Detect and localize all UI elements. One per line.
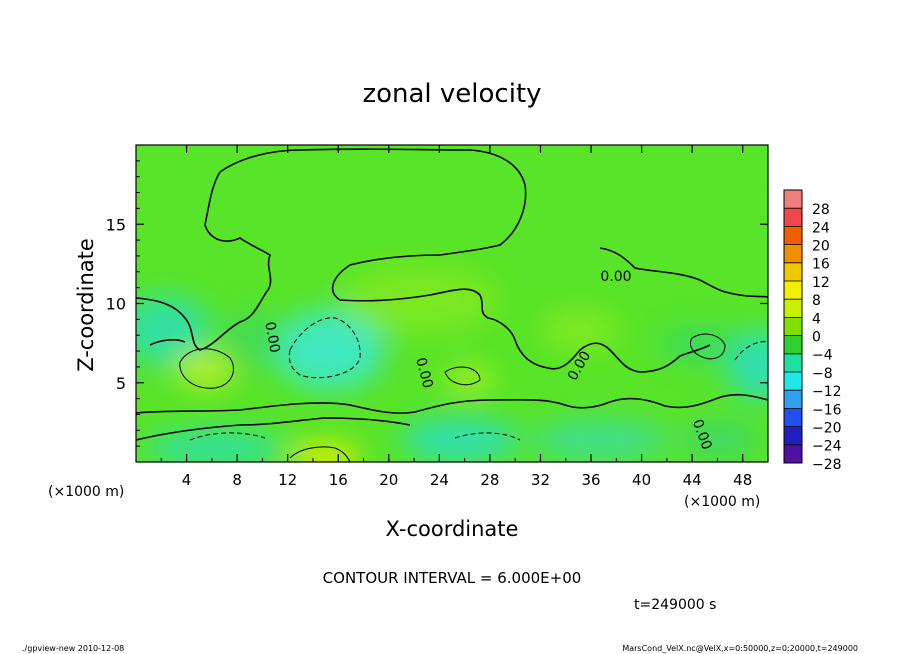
colorbar-label: 8 bbox=[812, 293, 821, 309]
colorbar-swatch bbox=[784, 299, 802, 318]
y-tick-label: 10 bbox=[106, 295, 126, 314]
colorbar-label: 28 bbox=[812, 202, 830, 218]
colorbar-swatch bbox=[784, 244, 802, 263]
plot-area bbox=[136, 145, 768, 462]
x-unit-left: (×1000 m) bbox=[48, 484, 124, 500]
colorbar-swatch bbox=[784, 262, 802, 281]
colorbar-swatch bbox=[784, 281, 802, 300]
chart-title: zonal velocity bbox=[362, 79, 541, 109]
colorbar-swatch bbox=[784, 444, 802, 463]
colorbar-swatch bbox=[784, 208, 802, 227]
colorbar-swatch bbox=[784, 426, 802, 445]
colorbar-label: −24 bbox=[812, 439, 842, 455]
time-label: t=249000 s bbox=[634, 597, 716, 613]
x-tick-label: 16 bbox=[329, 471, 348, 489]
x-tick-label: 12 bbox=[278, 471, 297, 489]
colorbar-label: 12 bbox=[812, 275, 830, 291]
x-tick-label: 32 bbox=[531, 471, 550, 489]
y-tick-label: 5 bbox=[116, 374, 126, 393]
y-tick-label: 15 bbox=[106, 215, 126, 234]
footer-right: MarsCond_VelX.nc@VelX,x=0:50000,z=0:2000… bbox=[622, 644, 858, 653]
x-tick-label: 4 bbox=[182, 471, 192, 489]
colorbar-label: −16 bbox=[812, 402, 842, 418]
contour-label: 0.00 bbox=[412, 356, 436, 390]
x-tick-label: 36 bbox=[581, 471, 600, 489]
x-tick-label: 40 bbox=[632, 471, 651, 489]
contour-label: 0.00 bbox=[600, 269, 631, 285]
x-tick-label: 24 bbox=[430, 471, 449, 489]
y-axis-ticks: 5 10 15 bbox=[106, 160, 768, 447]
colorbar-swatch bbox=[784, 190, 802, 209]
x-axis-label: X-coordinate bbox=[386, 517, 519, 541]
colorbar-swatch bbox=[784, 408, 802, 427]
colorbar-label: −4 bbox=[812, 348, 833, 364]
x-tick-label: 28 bbox=[480, 471, 499, 489]
x-tick-label: 8 bbox=[232, 471, 242, 489]
colorbar-swatch bbox=[784, 372, 802, 391]
colorbar-swatch bbox=[784, 353, 802, 372]
colorbar-swatch bbox=[784, 390, 802, 409]
colorbar-label: −28 bbox=[812, 457, 842, 473]
contour-label: 0.00 bbox=[261, 321, 282, 354]
colorbar-label: −12 bbox=[812, 384, 842, 400]
colorbar-swatch bbox=[784, 317, 802, 336]
colorbar: 28 24 20 16 12 8 4 0 −4 −8 −12 −16 −20 −24 −28 bbox=[783, 189, 842, 473]
colorbar-label: −20 bbox=[812, 421, 842, 437]
x-tick-label: 20 bbox=[379, 471, 398, 489]
colorbar-swatch bbox=[784, 335, 802, 354]
x-axis-ticks: 4 8 12 16 20 24 28 32 36 40 44 48 bbox=[160, 145, 752, 489]
colorbar-label: 20 bbox=[812, 239, 830, 255]
x-unit-right: (×1000 m) bbox=[684, 494, 760, 510]
y-axis-label: Z-coordinate bbox=[74, 238, 98, 372]
footer-left: ./gpview-new 2010-12-08 bbox=[22, 644, 124, 653]
colorbar-label: 16 bbox=[812, 257, 830, 273]
x-tick-label: 48 bbox=[733, 471, 752, 489]
colorbar-label: −8 bbox=[812, 366, 833, 382]
colorbar-swatch bbox=[784, 226, 802, 245]
colorbar-label: 4 bbox=[812, 311, 821, 327]
colorbar-label: 24 bbox=[812, 220, 830, 236]
colorbar-label: 0 bbox=[812, 330, 821, 346]
x-tick-label: 44 bbox=[683, 471, 702, 489]
contour-interval: CONTOUR INTERVAL = 6.000E+00 bbox=[323, 569, 582, 587]
colorbar-frame bbox=[783, 189, 803, 464]
